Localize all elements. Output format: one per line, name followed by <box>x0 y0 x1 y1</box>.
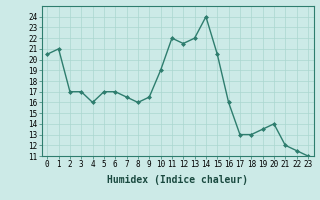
X-axis label: Humidex (Indice chaleur): Humidex (Indice chaleur) <box>107 175 248 185</box>
